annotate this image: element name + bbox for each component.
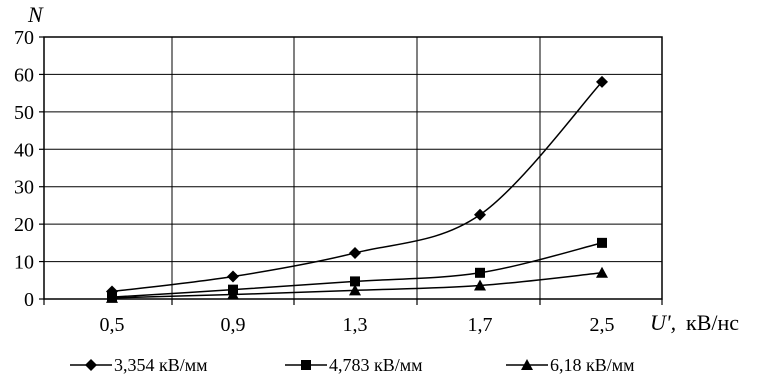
plot-area xyxy=(43,36,663,300)
y-axis-ticks: 0 10 20 30 40 50 60 70 xyxy=(14,27,44,311)
data-point xyxy=(474,279,486,291)
x-tick-label: 0,9 xyxy=(221,314,246,336)
data-point xyxy=(596,75,608,88)
legend-label: 3,354 кВ/мм xyxy=(114,355,208,375)
data-point xyxy=(597,237,607,248)
data-point xyxy=(349,246,361,259)
data-point xyxy=(350,276,360,287)
y-tick-label: 40 xyxy=(14,139,34,161)
legend-item: 6,18 кВ/мм xyxy=(506,355,635,375)
legend-item: 4,783 кВ/мм xyxy=(285,355,423,375)
x-axis-ticks: 0,5 0,9 1,3 1,7 2,5 xyxy=(43,299,663,336)
series-group xyxy=(106,75,608,303)
data-point xyxy=(349,284,361,296)
y-axis-label: N xyxy=(27,2,44,27)
x-axis-unit: кВ/нс xyxy=(686,310,739,335)
y-tick-label: 0 xyxy=(24,289,34,311)
legend: 3,354 кВ/мм 4,783 кВ/мм 6,18 кВ/мм xyxy=(70,355,635,375)
x-tick-label: 1,3 xyxy=(343,314,368,336)
grid-lines xyxy=(44,37,662,299)
y-tick-label: 60 xyxy=(14,64,34,86)
y-tick-label: 50 xyxy=(14,102,34,124)
data-point xyxy=(474,208,486,221)
data-point xyxy=(596,266,608,278)
y-tick-label: 20 xyxy=(14,214,34,236)
x-tick-label: 2,5 xyxy=(590,314,615,336)
legend-item: 3,354 кВ/мм xyxy=(70,355,208,375)
legend-label: 4,783 кВ/мм xyxy=(329,355,423,375)
y-tick-label: 30 xyxy=(14,177,34,199)
legend-marker xyxy=(85,359,97,371)
x-tick-label: 1,7 xyxy=(468,314,493,336)
legend-label: 6,18 кВ/мм xyxy=(550,355,635,375)
x-tick-label: 0,5 xyxy=(100,314,125,336)
legend-marker xyxy=(521,359,533,370)
data-point xyxy=(475,267,485,278)
data-point xyxy=(227,270,239,283)
series-3 xyxy=(106,266,608,303)
y-tick-label: 10 xyxy=(14,252,34,274)
y-tick-label: 70 xyxy=(14,27,34,49)
data-point xyxy=(106,291,118,303)
x-axis-variable: U', xyxy=(650,310,676,335)
legend-marker xyxy=(301,360,311,370)
data-point xyxy=(227,288,239,300)
